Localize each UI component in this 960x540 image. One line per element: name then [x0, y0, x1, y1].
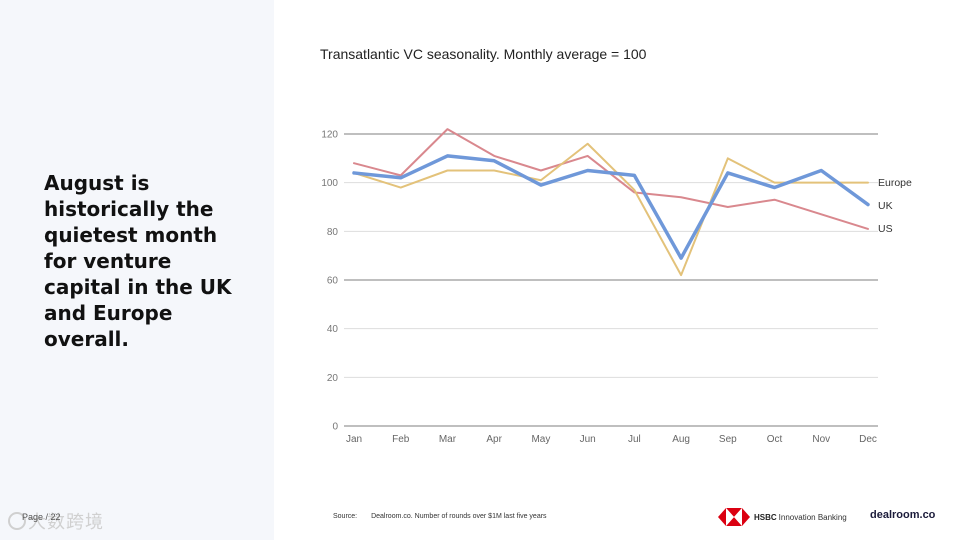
- legend-label-uk: UK: [878, 200, 893, 212]
- y-tick-label: 100: [321, 178, 338, 189]
- chart-title: Transatlantic VC seasonality. Monthly av…: [320, 46, 647, 62]
- x-tick-label: Aug: [672, 434, 690, 445]
- hsbc-brand: HSBC: [754, 512, 777, 522]
- series-line-us: [353, 128, 869, 230]
- hsbc-logo-icon: [718, 508, 750, 526]
- x-tick-label: Jun: [580, 434, 596, 445]
- y-tick-label: 120: [321, 130, 338, 141]
- x-tick-label: Apr: [486, 434, 502, 445]
- hsbc-branding: HSBC Innovation Banking: [718, 508, 847, 526]
- x-tick-label: Nov: [812, 434, 830, 445]
- x-tick-label: Dec: [859, 434, 877, 445]
- source-text: Dealroom.co. Number of rounds over $1M l…: [371, 513, 547, 520]
- y-tick-label: 40: [327, 324, 339, 335]
- legend-label-us: US: [878, 223, 893, 235]
- x-tick-label: Feb: [392, 434, 410, 445]
- series-line-uk: [352, 154, 870, 260]
- watermark-icon: [8, 512, 26, 530]
- left-panel: August is historically the quietest mont…: [0, 0, 274, 540]
- hsbc-suffix: Innovation Banking: [778, 512, 847, 522]
- x-tick-label: May: [531, 434, 550, 445]
- x-tick-label: Sep: [719, 434, 737, 445]
- headline: August is historically the quietest mont…: [44, 171, 232, 351]
- dealroom-logo: dealroom.co: [870, 509, 936, 521]
- x-tick-label: Mar: [439, 434, 457, 445]
- series-line-europe: [353, 142, 869, 277]
- y-tick-label: 20: [327, 373, 339, 384]
- y-tick-label: 0: [332, 422, 338, 433]
- x-tick-label: Jul: [628, 434, 641, 445]
- legend-label-europe: Europe: [878, 177, 912, 189]
- source-note: Source: Dealroom.co. Number of rounds ov…: [333, 513, 547, 520]
- x-tick-label: Oct: [767, 434, 783, 445]
- source-label: Source:: [333, 513, 358, 520]
- x-tick-label: Jan: [346, 434, 362, 445]
- y-tick-label: 60: [327, 276, 339, 287]
- y-tick-label: 80: [327, 227, 339, 238]
- watermark: 大数跨境: [28, 512, 104, 532]
- page-number: Page / 22: [22, 512, 61, 522]
